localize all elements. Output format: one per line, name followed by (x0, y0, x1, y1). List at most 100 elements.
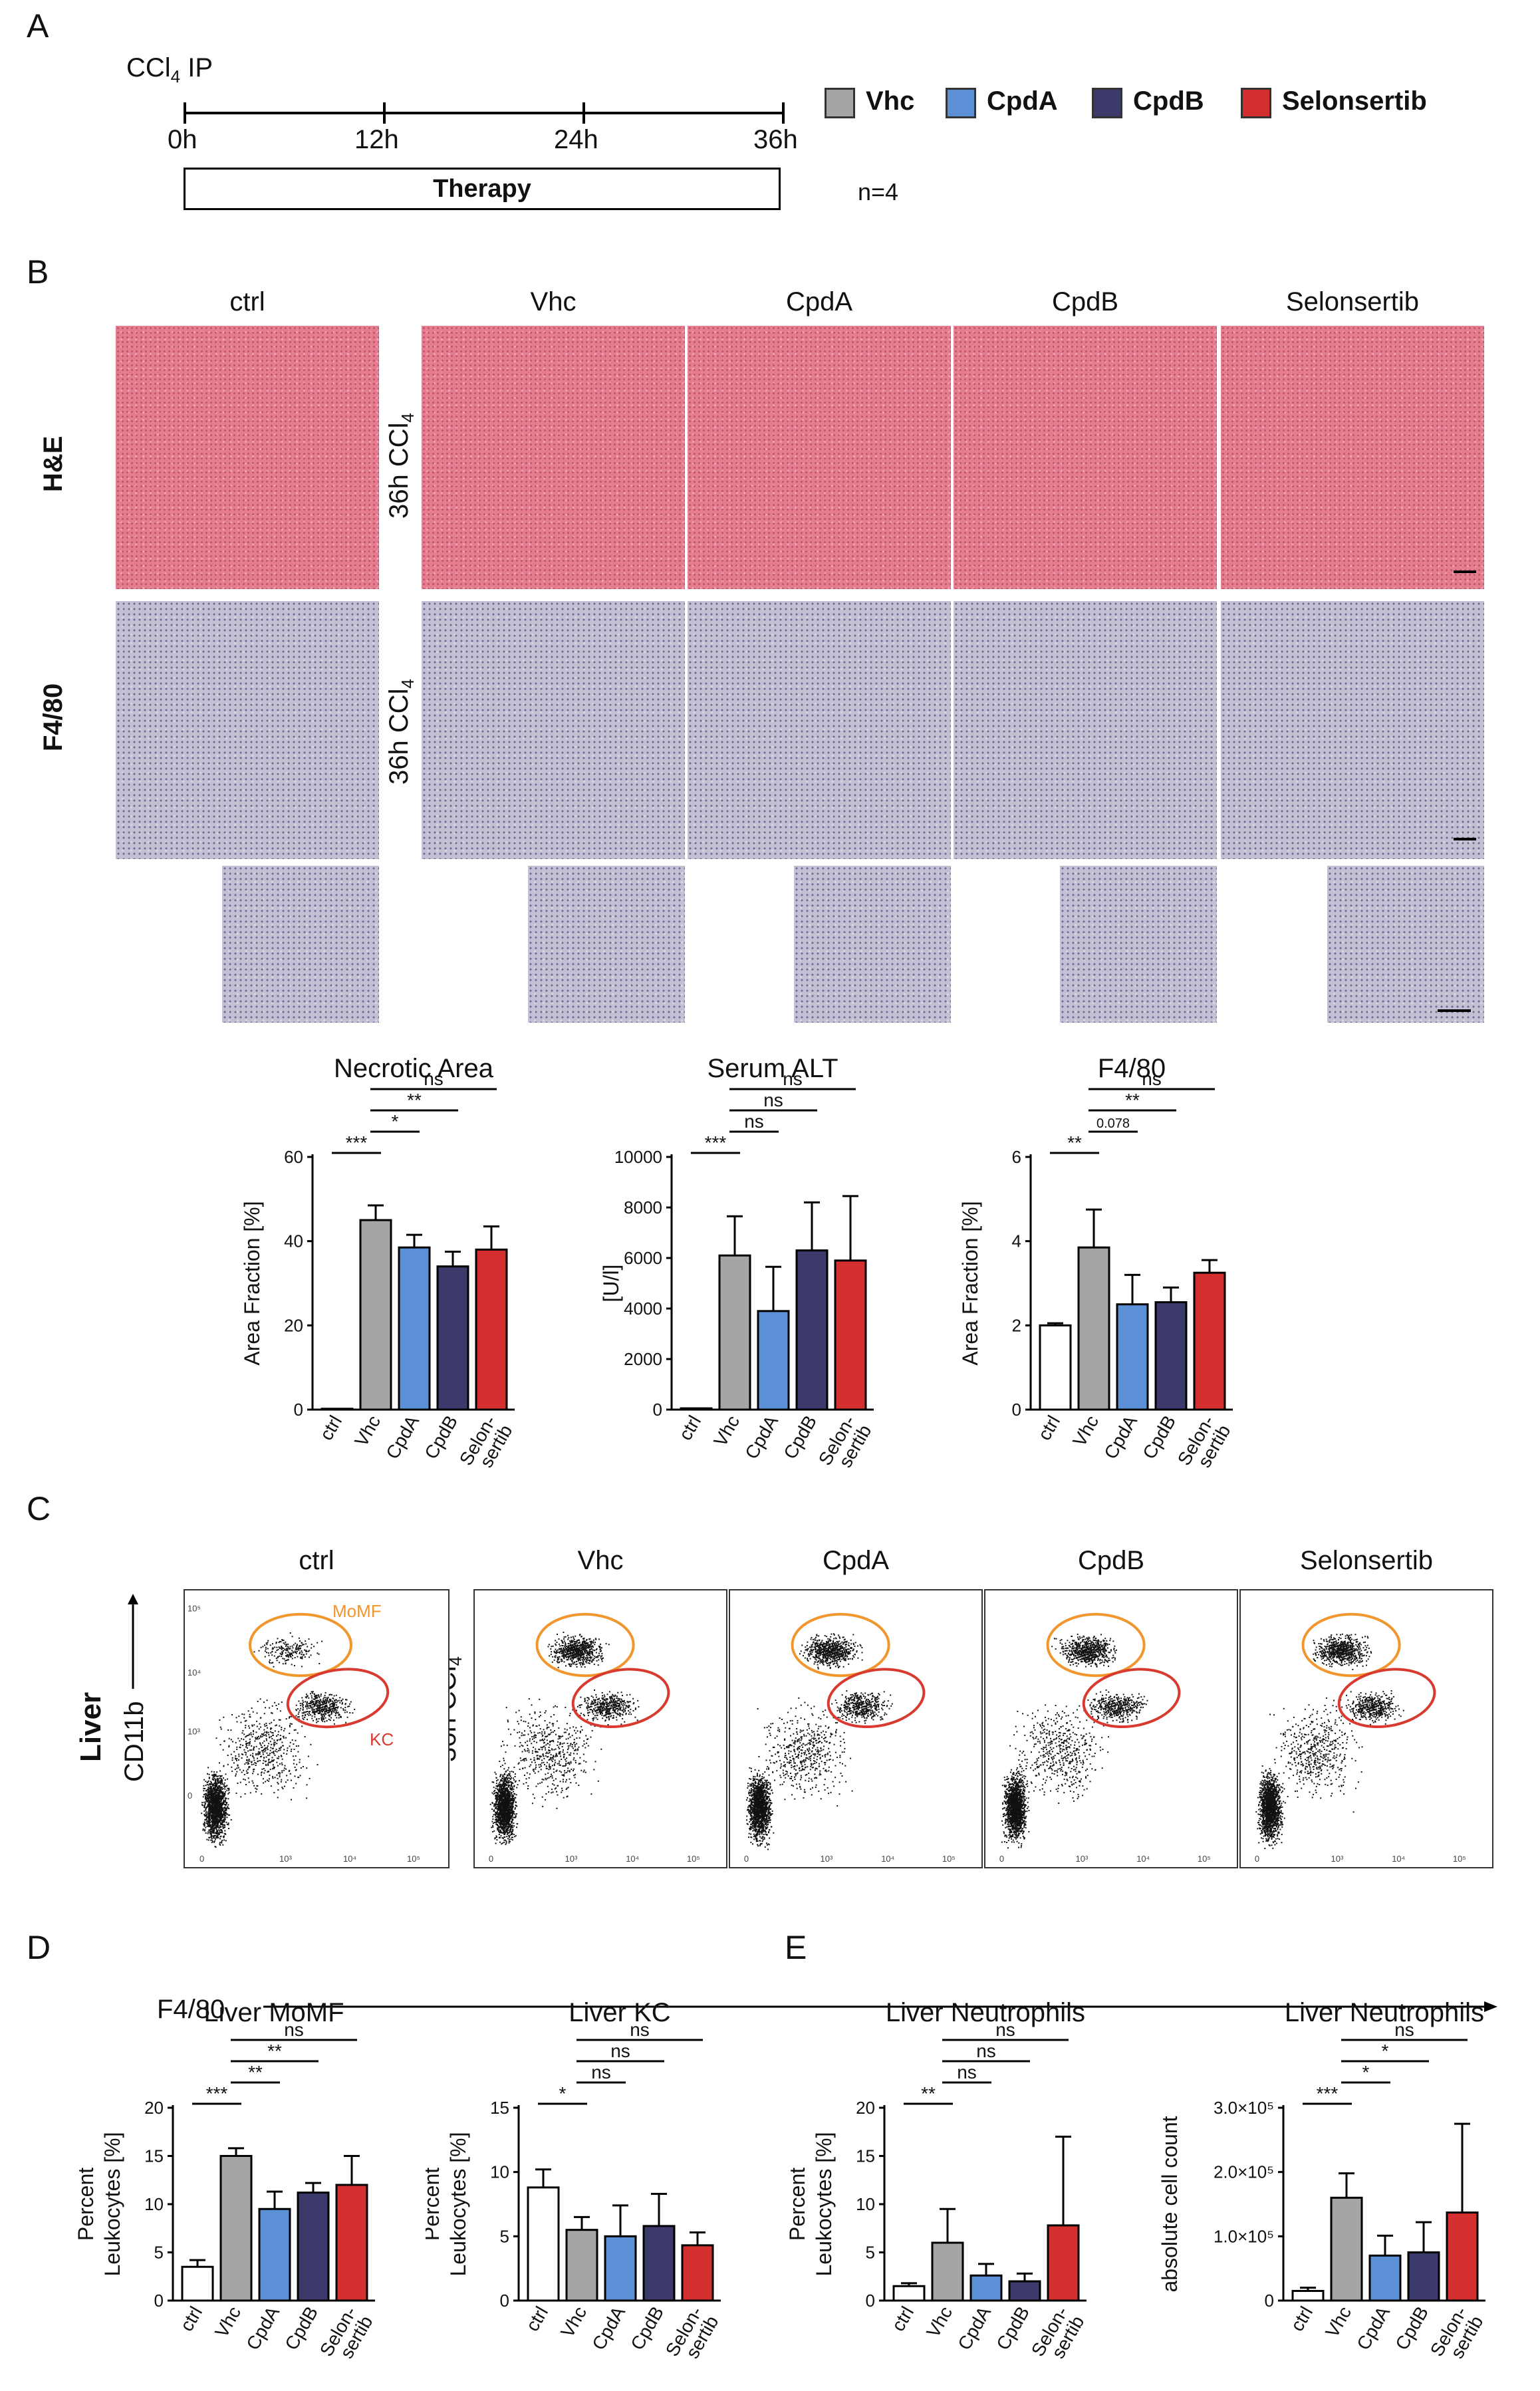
bar-4 (1047, 2224, 1080, 2302)
bar-3 (795, 1249, 829, 1411)
x-tick-label: 0 (199, 1854, 204, 1864)
category-label: CpdA (242, 2303, 283, 2353)
f480-zoom-selonsertib (1327, 866, 1484, 1023)
x-tick-label: 0 (744, 1854, 749, 1864)
f480-image-cpdb (954, 601, 1217, 859)
significance-label: * (1382, 2041, 1389, 2061)
category-label: Selon-sertib (662, 2303, 723, 2370)
flow-title-vhc: Vhc (577, 1546, 624, 1575)
event-dots (746, 1633, 893, 1850)
y-axis-label: Percent Leukocytes [%] (785, 2132, 836, 2277)
gate-label-kc: KC (370, 1729, 394, 1749)
bar-3 (1154, 1301, 1188, 1411)
category-label: Selon-sertib (455, 1412, 517, 1477)
significance-label: * (559, 2083, 567, 2104)
y-axis-label-line: Percent (785, 2168, 809, 2241)
category-label: Vhc (557, 2303, 590, 2341)
histology-title-ctrl: ctrl (229, 287, 265, 316)
bar-3 (642, 2225, 676, 2302)
bar-0 (1291, 2290, 1325, 2302)
f480-image-vhc (422, 601, 685, 859)
significance-label: ns (976, 2041, 996, 2061)
bar-3 (1008, 2280, 1041, 2302)
category-label: Vhc (922, 2303, 956, 2341)
significance-label: *** (346, 1132, 368, 1153)
x-tick-label: 10³ (1076, 1854, 1089, 1864)
y-tick-label: 15 (144, 2146, 164, 2166)
gate-kc-ellipse (827, 1668, 926, 1729)
y-tick-label: 10 (490, 2162, 509, 2182)
category-label: Vhc (350, 1412, 384, 1450)
bar-0 (892, 2285, 926, 2302)
timepoint-0h: 0h (168, 125, 197, 154)
chart-title: Liver MoMF (203, 1998, 344, 2027)
bar-1 (931, 2241, 964, 2302)
x-tick-label: 10⁴ (343, 1854, 356, 1864)
plot-frame (473, 1589, 727, 1868)
y-tick-label: 0 (1012, 1400, 1021, 1420)
y-tick-label: 0 (500, 2291, 509, 2311)
bar-0 (1039, 1324, 1072, 1411)
y-tick-label: 10 (144, 2194, 164, 2214)
y-axis-label-line: Area Fraction [%] (240, 1201, 264, 1365)
category-label-line: Vhc (1321, 2303, 1355, 2341)
x-tick-label: 10⁵ (407, 1854, 420, 1864)
f480-image-ctrl (116, 601, 379, 859)
bar-4 (1193, 1271, 1226, 1411)
flow-title-cpda: CpdA (822, 1546, 890, 1575)
category-label: CpdB (992, 2303, 1033, 2354)
y-axis-label-line: Leukocytes [%] (812, 2132, 836, 2277)
histology-title-selonsertib: Selonsertib (1285, 287, 1420, 316)
timepoint-24h: 24h (554, 125, 598, 154)
y-tick-label: 60 (284, 1147, 303, 1167)
gate-momf-ellipse (791, 1612, 890, 1678)
bar-3 (297, 2192, 330, 2302)
legend-label-vhc: Vhc (866, 86, 915, 116)
category-label: CpdA (1352, 2303, 1394, 2353)
category-label: CpdA (382, 1412, 423, 1462)
x-tick-label: 10⁵ (1198, 1854, 1211, 1864)
category-label-line: CpdA (588, 2303, 629, 2353)
plot-frame (184, 1589, 449, 1868)
bar-0 (527, 2186, 560, 2302)
category-label-line: CpdB (992, 2303, 1033, 2354)
y-axis-label-line: absolute cell count (1158, 2116, 1182, 2292)
y-tick-label: 0 (154, 2291, 164, 2311)
category-label-line: ctrl (1034, 1412, 1065, 1444)
y-axis-label: Area Fraction [%] (958, 1201, 982, 1365)
f480-axis-arrow (263, 2001, 1497, 2012)
significance-label: 0.078 (1096, 1116, 1130, 1131)
y-axis-label-line: Leukocytes [%] (446, 2132, 470, 2277)
f480-zoom-vhc (528, 866, 685, 1023)
y-tick-label: 3.0×10⁵ (1214, 2098, 1274, 2118)
chart-momf: Liver MoMF 0 5 10 15 20 Percent Leukocytes [%] c… (74, 1998, 376, 2362)
bar-4 (335, 2184, 368, 2302)
chart-neut_abs: Liver Neutrophils 0 1.0×10⁵ 2.0×10⁵ 3.0×10⁵ a… (1158, 1998, 1487, 2362)
chart-title: F4/80 (1098, 1054, 1166, 1083)
y-tick-label: 5 (866, 2243, 875, 2263)
chart-title: Necrotic Area (334, 1054, 494, 1083)
event-dots (1001, 1634, 1148, 1849)
significance-label: ns (744, 1111, 764, 1132)
significance-label: ns (1142, 1069, 1162, 1089)
panel-label-d: D (27, 1929, 51, 1966)
category-label: ctrl (1287, 2303, 1317, 2335)
bar-0 (680, 1407, 713, 1411)
panel-label-e: E (785, 1929, 807, 1966)
y-tick-label: 2000 (624, 1349, 662, 1369)
bar-3 (436, 1265, 469, 1411)
legend-swatch-selonsertib (1241, 88, 1271, 118)
flow-plot-cpda: 0 10³ 10⁴ 10⁵ (729, 1589, 983, 1868)
gate-momf-ellipse (249, 1612, 352, 1678)
x-tick-label: 0 (999, 1854, 1004, 1864)
category-label: CpdB (1138, 1412, 1180, 1463)
significance-label: *** (206, 2083, 228, 2104)
significance-label: ns (957, 2062, 977, 2082)
chart-alt: Serum ALT 0 2000 4000 6000 8000 10000 [U/l] ctrl… (599, 1054, 875, 1471)
gate-kc-ellipse (286, 1668, 390, 1729)
category-label-line: Vhc (709, 1412, 743, 1450)
y-tick-label: 2.0×10⁵ (1214, 2162, 1274, 2182)
gate-kc-ellipse (1337, 1668, 1436, 1729)
category-label: Vhc (211, 2303, 245, 2341)
significance-label: ** (1067, 1132, 1082, 1153)
